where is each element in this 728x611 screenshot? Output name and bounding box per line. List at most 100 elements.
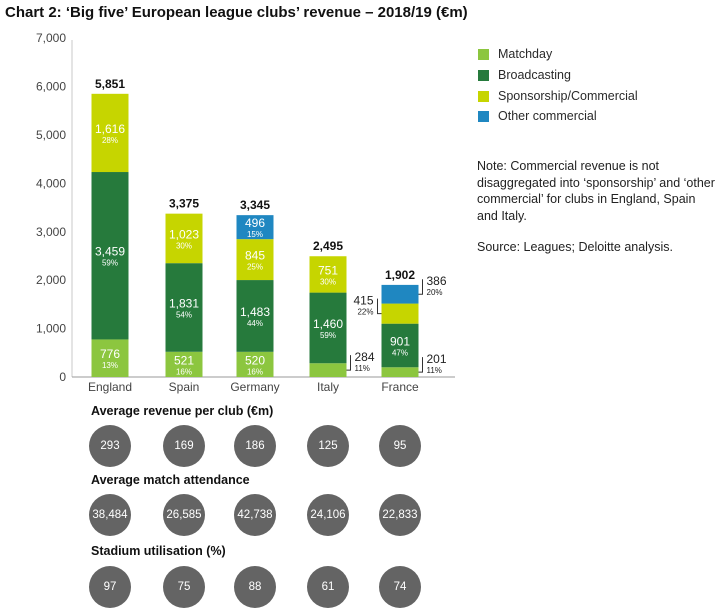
stat-circle: 88	[234, 566, 276, 608]
segment-value-label: 901	[390, 334, 410, 348]
x-tick-label: England	[88, 380, 132, 394]
segment-value-label: 201	[427, 352, 447, 366]
segment-percent-label: 20%	[427, 288, 443, 297]
legend-swatch-matchday	[478, 48, 489, 60]
bar-segment	[309, 363, 347, 377]
y-tick-label: 6,000	[36, 80, 66, 94]
segment-percent-label: 11%	[355, 364, 370, 373]
segment-value-label: 776	[100, 347, 120, 361]
x-tick-label: Italy	[317, 380, 339, 394]
stat-circle: 24,106	[307, 494, 349, 536]
segment-value-label: 1,460	[313, 317, 343, 331]
legend-label: Sponsorship/Commercial	[498, 89, 638, 103]
legend-label: Matchday	[498, 47, 553, 61]
segment-percent-label: 16%	[247, 367, 263, 376]
stat-circle: 169	[163, 425, 205, 467]
stat-circle: 75	[163, 566, 205, 608]
segment-percent-label: 47%	[392, 348, 408, 357]
bar-segment	[381, 284, 419, 304]
bar-segment	[236, 280, 274, 352]
segment-value-label: 1,023	[169, 227, 199, 241]
segment-percent-label: 59%	[102, 259, 118, 268]
segment-percent-label: 16%	[176, 367, 192, 376]
segment-percent-label: 13%	[102, 361, 118, 370]
segment-percent-label: 22%	[357, 308, 373, 317]
segment-value-label: 1,616	[95, 122, 125, 136]
segment-value-label: 386	[427, 274, 447, 288]
bar-segment	[236, 239, 274, 281]
legend-swatch-sponsorship	[478, 90, 489, 102]
stat-circle: 95	[379, 425, 421, 467]
bar-segment	[381, 323, 419, 368]
stat-circle: 26,585	[163, 494, 205, 536]
segment-value-label: 3,459	[95, 245, 125, 259]
segment-value-label: 284	[355, 350, 375, 364]
y-tick-label: 4,000	[36, 176, 66, 190]
bar-total-label: 1,902	[385, 268, 415, 282]
segment-value-label: 415	[353, 294, 373, 308]
stat-circle: 186	[234, 425, 276, 467]
segment-value-label: 1,483	[240, 305, 270, 319]
bar-segment	[381, 303, 419, 324]
legend-label: Broadcasting	[498, 68, 571, 82]
callout-line	[418, 357, 423, 373]
bar-segment	[91, 93, 129, 173]
callout-line	[346, 355, 351, 371]
segment-percent-label: 44%	[247, 319, 263, 328]
y-tick-label: 1,000	[36, 322, 66, 336]
bar-segment	[309, 256, 347, 293]
segment-value-label: 521	[174, 353, 194, 367]
bar-segment	[236, 351, 274, 377]
x-tick-label: Germany	[230, 380, 279, 394]
segment-value-label: 1,831	[169, 296, 199, 310]
segment-percent-label: 15%	[247, 230, 263, 239]
segment-percent-label: 54%	[176, 310, 192, 319]
legend-label: Other commercial	[498, 109, 597, 123]
stat-heading-revenue: Average revenue per club (€m)	[91, 404, 274, 418]
bar-segment	[165, 351, 203, 377]
stat-circle: 74	[379, 566, 421, 608]
bar-segment	[381, 367, 419, 377]
stat-circle: 97	[89, 566, 131, 608]
bar-segment	[309, 292, 347, 364]
segment-value-label: 520	[245, 353, 265, 367]
stat-circle: 293	[89, 425, 131, 467]
stat-circle: 125	[307, 425, 349, 467]
y-tick-label: 2,000	[36, 273, 66, 287]
stat-heading-attendance: Average match attendance	[91, 473, 250, 487]
bar-total-label: 3,345	[240, 198, 270, 212]
y-tick-label: 0	[59, 370, 66, 384]
segment-percent-label: 30%	[176, 241, 192, 250]
chart-title: Chart 2: ‘Big five’ European league club…	[5, 4, 468, 21]
segment-percent-label: 25%	[247, 263, 263, 272]
chart-source: Source: Leagues; Deloitte analysis.	[477, 240, 673, 254]
bar-total-label: 5,851	[95, 77, 125, 91]
x-tick-label: France	[381, 380, 419, 394]
bar-segment	[91, 339, 129, 377]
bar-segment	[165, 213, 203, 264]
segment-value-label: 845	[245, 249, 265, 263]
legend-item-broadcasting: Broadcasting	[478, 68, 571, 82]
chart-note: Note: Commercial revenue is not disaggre…	[477, 159, 715, 223]
bar-total-label: 3,375	[169, 197, 199, 211]
y-tick-label: 3,000	[36, 225, 66, 239]
segment-value-label: 496	[245, 216, 265, 230]
bar-total-label: 2,495	[313, 239, 343, 253]
callout-line	[418, 279, 423, 295]
segment-percent-label: 30%	[320, 277, 336, 286]
stat-circle: 42,738	[234, 494, 276, 536]
legend-item-sponsorship: Sponsorship/Commercial	[478, 89, 638, 103]
segment-percent-label: 28%	[102, 136, 118, 145]
bar-segment	[236, 215, 274, 240]
stat-circle: 61	[307, 566, 349, 608]
bar-segment	[91, 172, 129, 340]
stat-circle: 38,484	[89, 494, 131, 536]
stat-circle: 22,833	[379, 494, 421, 536]
legend-item-other-commercial: Other commercial	[478, 109, 597, 123]
segment-percent-label: 59%	[320, 331, 336, 340]
callout-line	[377, 298, 382, 315]
bar-segment	[165, 263, 203, 352]
legend-swatch-other-commercial	[478, 110, 489, 122]
legend-item-matchday: Matchday	[478, 47, 552, 61]
